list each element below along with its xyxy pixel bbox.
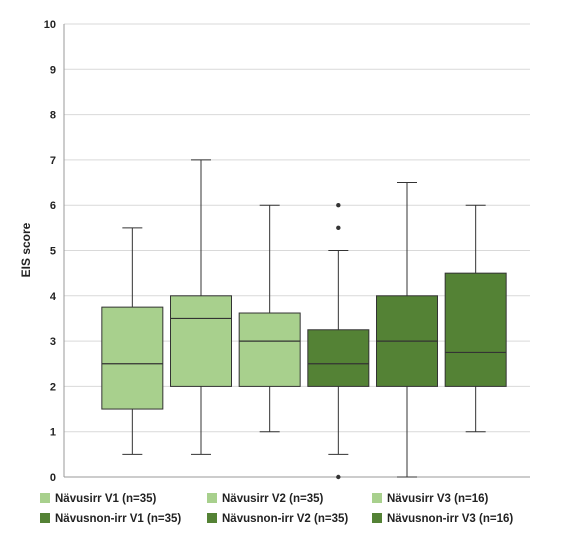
legend-label: Nävusirr V1 (n=35) [55,493,156,505]
legend-label: Nävusnon-irr V3 (n=16) [387,513,513,525]
legend-label: Nävusirr V2 (n=35) [222,493,323,505]
box-series [101,159,507,480]
y-axis-label: EIS score [19,222,33,277]
y-tick-label: 5 [50,246,56,258]
legend-swatch [207,513,217,523]
legend-swatch [372,493,382,503]
y-tick-label: 9 [50,64,56,76]
y-tick-label: 1 [50,427,56,439]
legend-label: Nävusirr V3 (n=16) [387,493,488,505]
legend-item: Nävusirr V3 (n=16) [372,493,488,505]
axes [63,24,530,478]
outlier-point [336,474,341,480]
boxplot-4 [307,203,370,480]
legend-swatch [372,513,382,523]
outlier-point [336,203,341,208]
legend-swatch [207,493,217,503]
y-tick-label: 0 [50,472,56,484]
iqr-box [101,306,164,410]
legend-swatch [40,493,50,503]
boxplot-5 [376,182,438,478]
legend-item: Nävusnon-irr V3 (n=16) [372,513,513,525]
y-tick-label: 8 [50,110,56,122]
legend-item: Nävusirr V1 (n=35) [40,493,156,505]
legend-item: Nävusirr V2 (n=35) [207,493,323,505]
iqr-box [307,329,370,387]
iqr-box [238,312,301,387]
y-tick-label: 6 [50,200,56,212]
iqr-box [444,272,507,387]
y-tick-label: 3 [50,336,56,348]
legend-item: Nävusnon-irr V2 (n=35) [207,513,348,525]
y-tick-label: 2 [50,381,56,393]
boxplot-3 [238,204,301,433]
outlier-point [336,225,341,231]
iqr-box [170,295,232,387]
legend-label: Nävusnon-irr V1 (n=35) [55,513,181,525]
y-axis-ticks: 0 1 2 3 4 5 6 7 8 9 10 [44,19,57,484]
boxplot-1 [101,227,164,455]
boxplot-6 [444,204,507,433]
boxplot-2 [170,159,232,455]
legend-swatch [40,513,50,523]
y-tick-label: 10 [44,19,56,31]
y-tick-label: 7 [50,155,56,167]
legend-label: Nävusnon-irr V2 (n=35) [222,513,348,525]
legend: Nävusirr V1 (n=35) Nävusirr V2 (n=35) Nävu… [40,493,513,525]
legend-item: Nävusnon-irr V1 (n=35) [40,513,181,525]
y-tick-label: 4 [50,291,57,303]
